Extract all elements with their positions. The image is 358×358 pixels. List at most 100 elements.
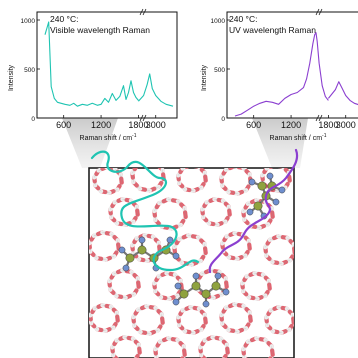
hydrogen-atom xyxy=(122,264,130,272)
framework-bond-edge xyxy=(225,168,231,171)
hydrogen-atom xyxy=(248,178,256,186)
chart-frame xyxy=(226,11,358,119)
framework-bond-edge xyxy=(136,206,138,215)
hydrogen-atom xyxy=(192,272,200,280)
framework-bond-edge xyxy=(161,314,163,323)
framework-bond xyxy=(193,168,196,169)
framework-bond-edge xyxy=(271,208,273,217)
framework-bond xyxy=(151,162,156,163)
framework-bond-edge xyxy=(117,240,119,249)
x-tick-label: 600 xyxy=(246,120,261,130)
framework-bond-edge xyxy=(228,206,230,215)
framework-bond-edge xyxy=(190,165,198,167)
chart-frame xyxy=(36,11,178,119)
framework-bond-edge xyxy=(138,344,140,353)
framework-bond xyxy=(157,168,161,169)
framework-bond-edge xyxy=(137,278,139,287)
hydrogen-atom xyxy=(202,300,210,308)
carbon-atom xyxy=(201,289,211,299)
series-line xyxy=(44,21,139,107)
framework-bond-edge xyxy=(158,242,160,251)
hydrogen-atom xyxy=(174,282,182,290)
carbon-atom xyxy=(253,201,263,211)
framework-bond-edge xyxy=(204,172,206,181)
framework-bond xyxy=(146,161,151,162)
y-tick-label: 1000 xyxy=(21,18,36,25)
visible-laser-path xyxy=(90,150,200,272)
hydrogen-atom xyxy=(138,236,146,244)
x-tick-label: 1200 xyxy=(281,120,301,130)
y-tick-label: 500 xyxy=(214,67,225,74)
y-axis-label: Intensity xyxy=(8,64,15,91)
x-tick-label: 1800 xyxy=(318,120,338,130)
framework-bond-edge xyxy=(226,344,228,353)
axis-break xyxy=(315,8,323,122)
chart-annotation-line2: UV wavelength Raman xyxy=(229,25,316,35)
framework-bond-edge xyxy=(98,168,106,171)
y-tick-label: 500 xyxy=(24,67,35,74)
hydrogen-atom xyxy=(166,236,174,244)
framework-bond-edge xyxy=(184,207,186,217)
hydrogen-atom xyxy=(222,288,230,296)
carbon-atom xyxy=(137,245,147,255)
carbon-atom xyxy=(125,253,135,263)
series-line xyxy=(234,32,329,117)
chart-annotation-line1: 240 °C: xyxy=(50,14,78,24)
hydrogen-atom xyxy=(118,246,126,254)
framework-bond-edge xyxy=(225,278,227,287)
carbon-atom xyxy=(257,181,267,191)
x-axis-label: Raman shift / cm-1 xyxy=(270,133,327,142)
framework-bond xyxy=(194,168,201,169)
framework-bond-edge xyxy=(292,314,294,323)
x-tick-label: 1800 xyxy=(128,120,148,130)
hydrogen-atom xyxy=(246,208,254,216)
x-tick-label: 3000 xyxy=(336,120,356,130)
framework-bond-edge xyxy=(162,169,164,179)
chart-annotation-line2: Visible wavelength Raman xyxy=(50,25,150,35)
carbon-atom xyxy=(211,281,221,291)
framework-bond-edge xyxy=(116,312,118,321)
y-tick-label: 0 xyxy=(31,116,35,123)
framework-bond-edge xyxy=(132,168,136,174)
hydrogen-atom xyxy=(214,272,222,280)
framework-bond-edge xyxy=(180,280,182,289)
hydrogen-atom xyxy=(172,298,180,306)
framework-bond-edge xyxy=(146,161,156,163)
y-tick-label: 0 xyxy=(221,116,225,123)
series-line xyxy=(137,73,174,107)
framework-bond-edge xyxy=(293,244,294,249)
framework-bond-edge xyxy=(120,174,122,183)
x-tick-label: 600 xyxy=(56,120,71,130)
framework-bond-edge xyxy=(271,346,273,355)
framework-bond-edge xyxy=(268,280,270,289)
framework-bond-edge xyxy=(248,240,250,249)
x-tick-label: 3000 xyxy=(146,120,166,130)
carbon-atom xyxy=(191,281,201,291)
hydrogen-atom xyxy=(266,172,274,180)
framework-bond-edge xyxy=(204,314,206,323)
hydrogen-atom xyxy=(278,186,286,194)
zeolite-framework-illustration xyxy=(88,148,299,358)
framework-bond-edge xyxy=(183,346,185,355)
framework-bond-edge xyxy=(249,312,251,321)
framework-bond xyxy=(142,161,146,163)
framework-bond xyxy=(184,168,190,169)
hydrogen-atom xyxy=(272,198,280,206)
x-tick-label: 1200 xyxy=(91,120,111,130)
x-axis-label: Raman shift / cm-1 xyxy=(80,133,137,142)
axis-break xyxy=(139,8,147,122)
framework-bond xyxy=(233,168,241,170)
chart-annotation-line1: 240 °C: xyxy=(229,14,257,24)
y-axis-label: Intensity xyxy=(201,64,208,91)
beam-right xyxy=(252,118,308,168)
series-line xyxy=(327,81,358,106)
uv-laser-path xyxy=(208,148,299,274)
y-tick-label: 1000 xyxy=(211,18,226,25)
hydrogen-atom xyxy=(172,252,180,260)
carbon-atom xyxy=(179,289,189,299)
framework-bond-edge xyxy=(204,243,206,253)
beam-left xyxy=(62,118,118,168)
